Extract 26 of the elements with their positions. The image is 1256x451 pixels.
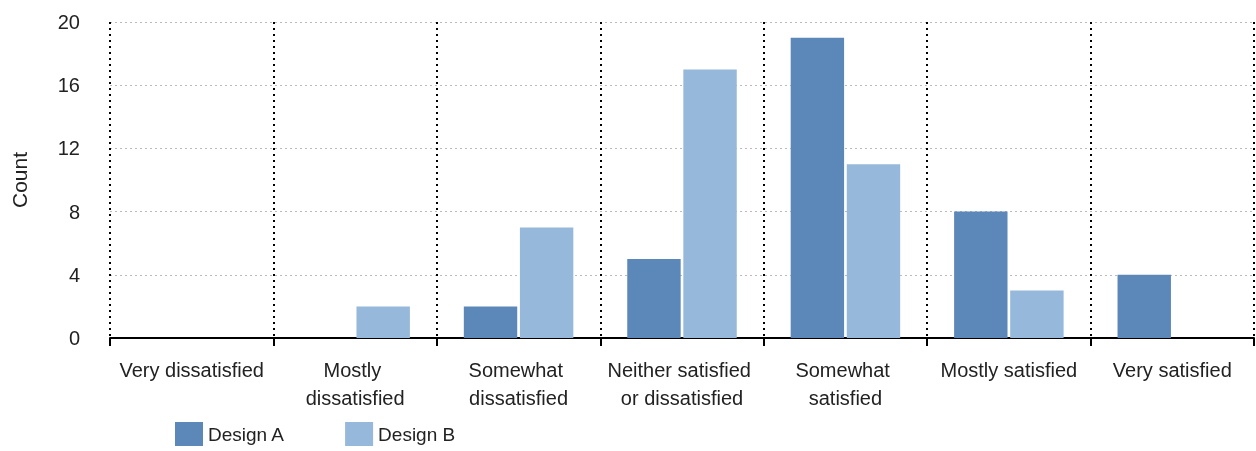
y-tick-label: 12	[57, 137, 80, 160]
bar	[790, 37, 845, 338]
bar	[683, 69, 737, 338]
y-tick-label: 20	[57, 11, 80, 33]
x-tick-label: Very satisfied	[1112, 359, 1232, 381]
bar	[463, 306, 518, 338]
x-tick-label: Mostly dissatisfied	[305, 359, 405, 409]
x-tick-label: Mostly satisfied	[940, 359, 1078, 381]
bar	[846, 164, 901, 338]
y-tick-label: 4	[68, 263, 80, 286]
bar	[1010, 290, 1064, 338]
y-tick-label: 16	[57, 74, 80, 97]
bar	[1117, 274, 1171, 338]
x-tick-label: Neither satisfied or dissatisfied	[607, 359, 757, 409]
x-tick-label: Somewhat dissatisfied	[468, 359, 569, 409]
y-axis-title: Count	[8, 151, 31, 209]
bar	[954, 211, 1008, 338]
legend-label: Design B	[378, 423, 456, 445]
legend-label: Design A	[208, 423, 285, 445]
x-tick-label: Very dissatisfied	[119, 359, 264, 381]
y-tick-label: 8	[68, 200, 80, 223]
y-tick-label: 0	[68, 327, 80, 349]
bar	[519, 227, 574, 338]
bar	[627, 259, 681, 338]
x-tick-label: Somewhat satisfied	[795, 359, 896, 409]
bar	[356, 306, 410, 338]
